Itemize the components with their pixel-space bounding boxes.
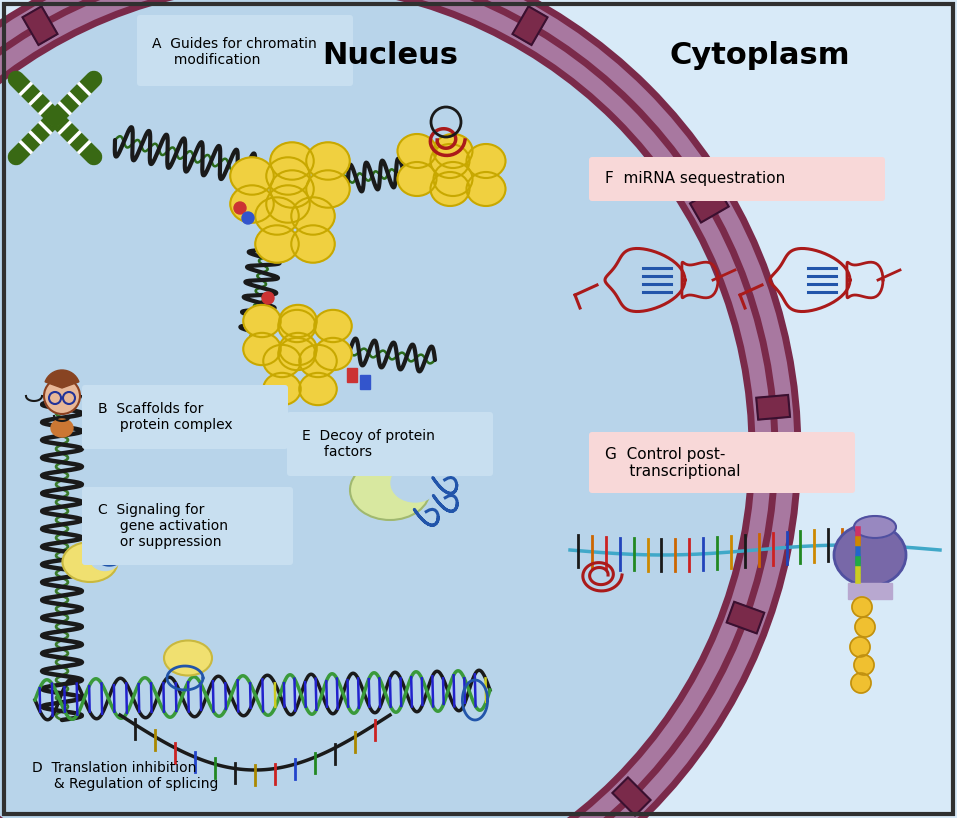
Ellipse shape bbox=[306, 170, 349, 208]
Polygon shape bbox=[756, 395, 790, 420]
Ellipse shape bbox=[231, 186, 274, 222]
Ellipse shape bbox=[279, 333, 317, 365]
Ellipse shape bbox=[397, 134, 436, 168]
Ellipse shape bbox=[834, 524, 906, 586]
Ellipse shape bbox=[62, 542, 118, 582]
Polygon shape bbox=[690, 187, 728, 222]
Polygon shape bbox=[726, 602, 765, 633]
Text: B  Scaffolds for
     protein complex: B Scaffolds for protein complex bbox=[98, 402, 233, 432]
FancyBboxPatch shape bbox=[589, 157, 885, 201]
Ellipse shape bbox=[300, 373, 337, 405]
Ellipse shape bbox=[466, 172, 505, 206]
Circle shape bbox=[44, 378, 80, 414]
Ellipse shape bbox=[314, 310, 352, 342]
Bar bbox=[848, 583, 892, 599]
Ellipse shape bbox=[266, 157, 310, 195]
Ellipse shape bbox=[256, 197, 299, 235]
Text: D  Translation inhibition
     & Regulation of splicing: D Translation inhibition & Regulation of… bbox=[32, 761, 218, 791]
Text: A  Guides for chromatin
     modification: A Guides for chromatin modification bbox=[152, 37, 317, 67]
Wedge shape bbox=[45, 370, 78, 388]
Ellipse shape bbox=[243, 333, 280, 365]
Ellipse shape bbox=[270, 170, 314, 208]
FancyBboxPatch shape bbox=[137, 15, 353, 86]
Circle shape bbox=[852, 597, 872, 617]
Polygon shape bbox=[513, 7, 547, 45]
FancyBboxPatch shape bbox=[82, 487, 293, 565]
FancyBboxPatch shape bbox=[82, 385, 288, 449]
Ellipse shape bbox=[434, 134, 473, 168]
Ellipse shape bbox=[263, 345, 300, 377]
Ellipse shape bbox=[51, 419, 73, 437]
Ellipse shape bbox=[466, 144, 505, 178]
Text: G  Control post-
     transcriptional: G Control post- transcriptional bbox=[605, 447, 741, 479]
Ellipse shape bbox=[397, 162, 436, 196]
Ellipse shape bbox=[90, 546, 120, 570]
Ellipse shape bbox=[431, 172, 470, 206]
Ellipse shape bbox=[291, 197, 335, 235]
Circle shape bbox=[854, 655, 874, 675]
Ellipse shape bbox=[291, 225, 335, 263]
Ellipse shape bbox=[164, 640, 212, 676]
Ellipse shape bbox=[266, 186, 310, 222]
Circle shape bbox=[851, 673, 871, 693]
Text: F  miRNA sequestration: F miRNA sequestration bbox=[605, 172, 786, 187]
Ellipse shape bbox=[278, 310, 316, 342]
Text: C  Signaling for
     gene activation
     or suppression: C Signaling for gene activation or suppr… bbox=[98, 503, 228, 549]
Ellipse shape bbox=[391, 464, 439, 502]
Circle shape bbox=[850, 637, 870, 657]
FancyBboxPatch shape bbox=[287, 412, 493, 476]
Ellipse shape bbox=[243, 305, 280, 337]
Ellipse shape bbox=[256, 225, 299, 263]
Ellipse shape bbox=[314, 338, 352, 371]
Ellipse shape bbox=[306, 142, 349, 180]
Bar bbox=[360, 375, 370, 389]
Text: E  Decoy of protein
     factors: E Decoy of protein factors bbox=[302, 429, 434, 459]
Circle shape bbox=[0, 0, 775, 818]
Ellipse shape bbox=[300, 345, 337, 377]
Ellipse shape bbox=[231, 157, 274, 195]
Ellipse shape bbox=[434, 162, 473, 196]
Ellipse shape bbox=[854, 516, 896, 538]
Polygon shape bbox=[612, 777, 651, 816]
Ellipse shape bbox=[431, 144, 470, 178]
Circle shape bbox=[855, 617, 875, 637]
Circle shape bbox=[234, 202, 246, 214]
Text: Nucleus: Nucleus bbox=[322, 41, 458, 70]
Ellipse shape bbox=[270, 142, 314, 180]
Circle shape bbox=[262, 292, 274, 304]
FancyBboxPatch shape bbox=[589, 432, 855, 493]
Ellipse shape bbox=[350, 460, 430, 520]
Polygon shape bbox=[22, 7, 57, 45]
Circle shape bbox=[242, 212, 254, 224]
Text: Cytoplasm: Cytoplasm bbox=[670, 41, 850, 70]
Bar bbox=[347, 368, 357, 382]
Ellipse shape bbox=[263, 373, 300, 405]
Ellipse shape bbox=[278, 338, 316, 371]
Ellipse shape bbox=[279, 305, 317, 337]
